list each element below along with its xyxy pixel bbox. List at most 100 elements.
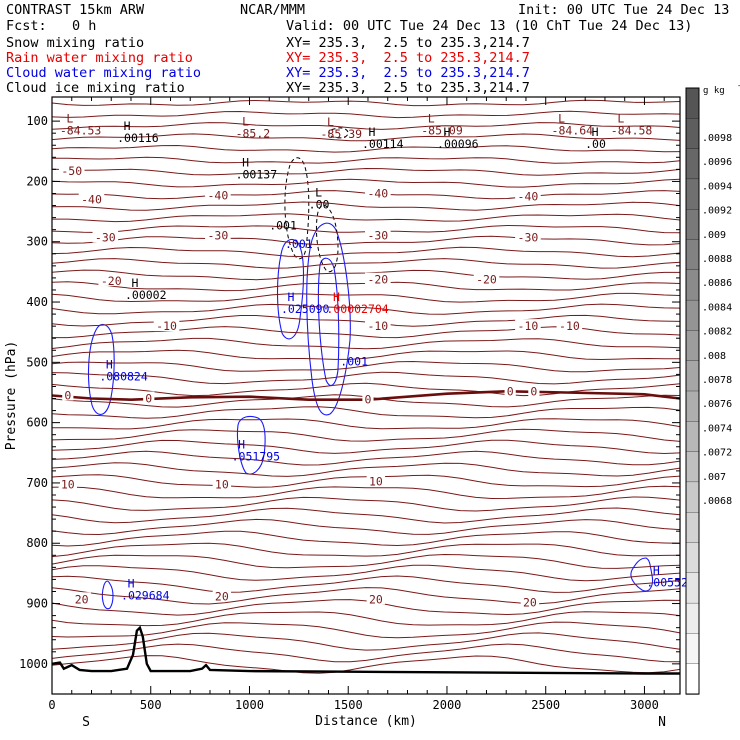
colorbar-cell [685,148,700,180]
isotherm-label: 10 [369,475,383,489]
colorbar-cell [685,299,700,332]
extremum-marker: H [132,276,139,290]
isotherm-line [51,587,681,605]
valid-time: Valid: 00 UTC Tue 24 Dec 13 (10 ChT Tue … [286,18,693,34]
isotherm-label-bg [212,589,232,602]
isotherm-line [51,122,681,130]
isotherm-label: -40 [81,193,102,207]
colorbar-label: .0086 [702,278,732,289]
colorbar-cell [685,269,700,301]
field-name-cloud-water: Cloud water mixing ratio [6,65,202,81]
colorbar-cell [685,451,700,483]
isotherm-line [51,144,681,153]
isotherm-line [51,235,681,246]
extremum-marker: L [558,111,565,125]
y-tick-label: 200 [26,174,48,188]
isotherm-label: -10 [518,319,539,333]
isotherm-line [51,439,681,455]
isotherm-label: -40 [518,190,539,204]
isotherm-line [51,542,681,558]
colorbar-cell [685,239,700,271]
extremum-marker: H [369,125,376,139]
chart-dynamic-layer: -50-40 -40 -40 -40-30 -30 -30 -30-20 -20 -20-10-… [4,82,740,730]
y-axis-label: Pressure (hPa) [4,341,19,451]
extremum-marker: L [617,111,624,125]
colorbar-label: .0078 [702,375,732,386]
colorbar-unit: g kg [703,86,725,96]
isotherm-line [51,99,681,107]
field-xy-cloud-water: XY= 235.3, 2.5 to 235.3,214.7 [286,65,530,81]
extremum-value: .00 [585,137,606,151]
contour-label: .001 [285,237,313,251]
extremum-marker: H [242,155,249,169]
extremum-value: .00137 [236,167,278,181]
isotherm-label: 20 [215,589,229,603]
extremum-value: .080824 [99,369,148,383]
isotherm-line [51,621,681,639]
isotherm-line [51,292,681,303]
isotherm-line [51,360,681,373]
colorbar-cell [685,87,700,119]
isotherm-line [51,485,681,500]
isotherm-label: 0 [64,389,71,403]
isotherm-line [51,632,681,651]
x-tick-label: 0 [48,698,55,712]
isotherm-label-bg [92,230,119,243]
colorbar-cell [685,663,700,695]
isotherm-label-bg [365,228,391,241]
isotherm-line [51,428,681,442]
isotherm-label-bg [528,384,540,397]
zero-isotherm [51,389,681,402]
isotherm-line [51,382,681,397]
isotherm-line [51,518,681,536]
contour-label: .001 [340,354,368,368]
extremum-marker: H [444,125,451,139]
isotherm-line [51,655,681,674]
isotherm-label-bg [205,228,231,241]
model-title: CONTRAST 15km ARW [6,2,145,18]
extremum-marker: H [653,564,660,578]
isotherm-label: 0 [530,384,537,398]
init-time: Init: 00 UTC Tue 24 Dec 13 [518,2,730,18]
extremum-marker: L [315,186,322,200]
x-tick-label: 1500 [334,698,363,712]
isotherm-line [51,303,681,315]
colorbar-label: .0068 [702,496,732,507]
isotherm-label: 20 [75,592,89,606]
isotherm-line [51,575,681,593]
isotherm-label-bg [473,272,500,285]
isotherm-line [51,611,681,627]
extremum-value: .00114 [362,137,404,151]
cloud-ice-contour [284,157,310,260]
field-name-snow: Snow mixing ratio [6,35,145,51]
isotherm-label: -30 [207,229,228,243]
isotherm-label-bg [504,384,516,397]
y-tick-label: 1000 [19,657,48,671]
colorbar-label: .008 [702,351,726,362]
isotherm-line [51,258,681,269]
isotherm-label-bg [556,319,583,332]
y-tick-label: 700 [26,476,48,490]
forecast-label: Fcst: [6,18,47,34]
isotherm-line [51,564,681,582]
cloud-water-contour [306,222,351,416]
x-tick-label: 500 [140,698,162,712]
south-label: S [82,715,90,730]
isotherm-line [51,450,681,466]
isotherm-line [51,349,681,361]
x-tick-label: 2000 [433,698,462,712]
isotherm-label: -50 [61,164,82,178]
isotherm-label-bg [520,595,540,608]
extremum-value: .00116 [117,131,159,145]
extremum-marker: H [106,357,113,371]
isotherm-label-bg [366,474,386,487]
field-xy-rain: XY= 235.3, 2.5 to 235.3,214.7 [286,50,530,66]
isotherm-line [51,507,681,524]
isotherm-line [51,496,681,512]
colorbar-cell [685,602,700,635]
isotherm-label: -30 [95,231,116,245]
isotherm-line [51,553,681,569]
colorbar-cell [685,118,700,150]
isotherm-label-bg [365,319,391,332]
y-tick-label: 400 [26,295,48,309]
